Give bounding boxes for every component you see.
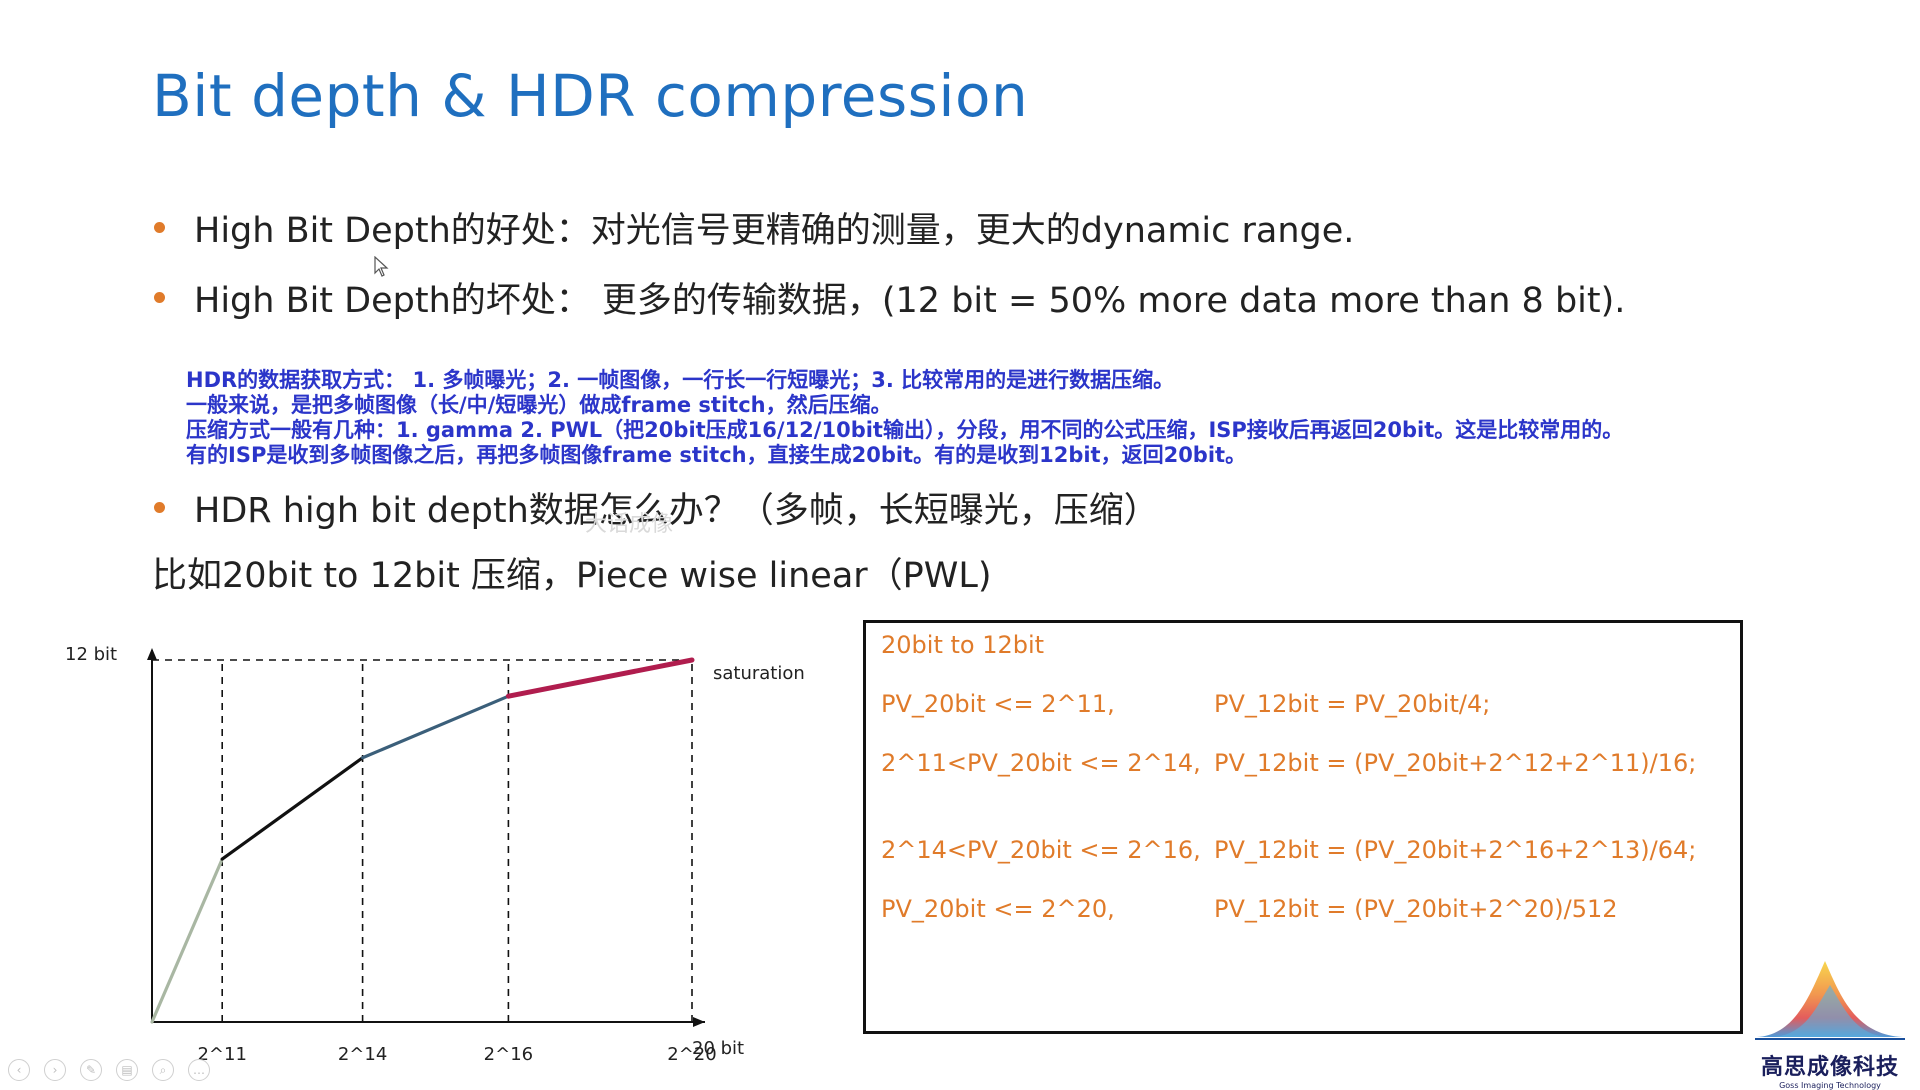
formula-box: 20bit to 12bit PV_20bit <= 2^11, PV_12bi… [863, 620, 1743, 1034]
formula-expression: PV_12bit = (PV_20bit+2^20)/512 [1214, 895, 1618, 923]
more-icon[interactable]: … [188, 1059, 210, 1081]
example-line: 比如20bit to 12bit 压缩，Piece wise linear（PW… [152, 556, 992, 596]
mouse-cursor-icon [374, 256, 389, 277]
pwl-segment [505, 657, 695, 699]
formula-condition: PV_20bit <= 2^11, [881, 690, 1115, 718]
x-axis-label: 20 bit [692, 1038, 744, 1059]
x-tick-label: 2^16 [484, 1044, 533, 1065]
bell-curve-logo-icon [1755, 961, 1905, 1040]
formula-condition: PV_20bit <= 2^20, [881, 895, 1115, 923]
slide-title: Bit depth & HDR compression [152, 62, 1029, 130]
pwl-segment [150, 857, 224, 1024]
watermark-text: 大话成像 [585, 512, 674, 537]
bullet-text: HDR high bit depth数据怎么办？（多帧，长短曝光，压缩） [194, 491, 1159, 531]
next-icon[interactable]: › [44, 1059, 66, 1081]
hdr-note: HDR的数据获取方式： 1. 多帧曝光；2. 一帧图像，一行长一行短曝光；3. … [186, 368, 1623, 468]
note-line: 压缩方式一般有几种：1. gamma 2. PWL（把20bit压成16/12/… [186, 418, 1624, 442]
formula-expression: PV_12bit = PV_20bit/4; [1214, 690, 1491, 718]
prev-icon[interactable]: ‹ [8, 1059, 30, 1081]
bullet-text: High Bit Depth的坏处： 更多的传输数据，(12 bit = 50%… [194, 281, 1626, 321]
bullet-item-drawback: High Bit Depth的坏处： 更多的传输数据，(12 bit = 50%… [154, 272, 1625, 323]
formula-condition: 2^14<PV_20bit <= 2^16, [881, 836, 1201, 864]
bullet-item-benefit: High Bit Depth的好处：对光信号更精确的测量，更大的dynamic … [154, 202, 1354, 253]
pwl-chart: 12 bit 20 bit saturation 2^11 2^14 2^16 2^2… [65, 644, 805, 1065]
bullet-dot-icon [154, 222, 165, 233]
note-line: 有的ISP是收到多帧图像之后，再把多帧图像frame stitch，直接生成20… [186, 443, 1247, 467]
bullet-dot-icon [154, 502, 165, 513]
formula-expression: PV_12bit = (PV_20bit+2^16+2^13)/64; [1214, 836, 1697, 864]
x-tick-label: 2^14 [338, 1044, 387, 1065]
slides-icon[interactable]: ▤ [116, 1059, 138, 1081]
bullet-dot-icon [154, 292, 165, 303]
note-line: 一般来说，是把多帧图像（长/中/短曝光）做成frame stitch，然后压缩。 [186, 393, 892, 417]
bullet-text: High Bit Depth的好处：对光信号更精确的测量，更大的dynamic … [194, 211, 1355, 251]
zoom-icon[interactable]: ⌕ [152, 1059, 174, 1081]
company-logo: 高思成像科技 Goss Imaging Technology [1755, 955, 1905, 1090]
pwl-segment [361, 694, 510, 760]
x-tick-label: 2^20 [667, 1044, 716, 1065]
y-axis-label: 12 bit [65, 644, 117, 665]
formula-condition: 2^11<PV_20bit <= 2^14, [881, 749, 1201, 777]
pen-icon[interactable]: ✎ [80, 1059, 102, 1081]
x-tick-label: 2^11 [197, 1044, 246, 1065]
formula-heading: 20bit to 12bit [881, 631, 1045, 659]
logo-name: 高思成像科技 [1760, 1055, 1899, 1080]
x-axis-arrow-icon [693, 1017, 705, 1027]
logo-subtitle: Goss Imaging Technology [1779, 1081, 1881, 1090]
formula-expression: PV_12bit = (PV_20bit+2^12+2^11)/16; [1214, 749, 1697, 777]
y-axis-arrow-icon [147, 648, 157, 660]
note-line: HDR的数据获取方式： 1. 多帧曝光；2. 一帧图像，一行长一行短曝光；3. … [186, 368, 1175, 392]
saturation-annotation: saturation [713, 663, 805, 684]
pwl-segment [220, 756, 365, 861]
bullet-item-hdr: HDR high bit depth数据怎么办？（多帧，长短曝光，压缩） [154, 482, 1159, 533]
